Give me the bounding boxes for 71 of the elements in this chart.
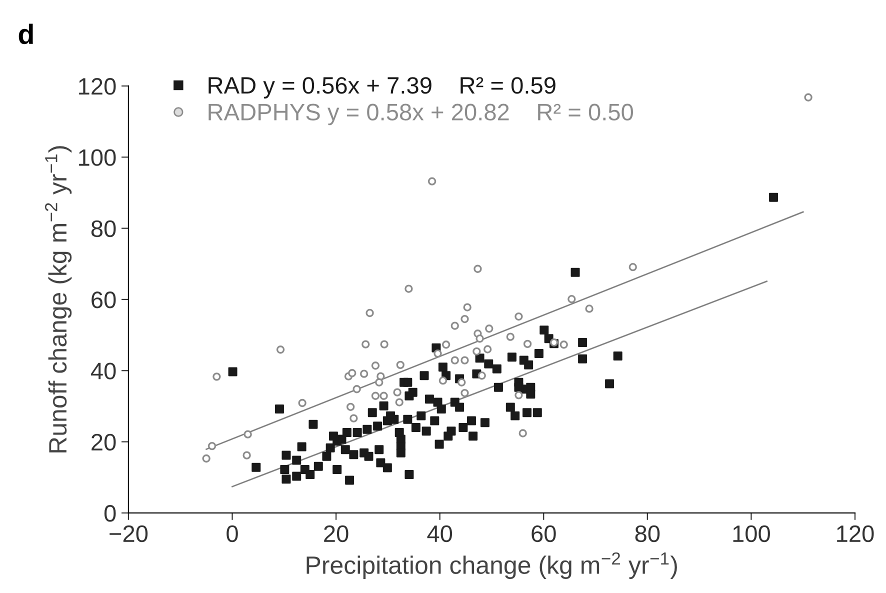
point bbox=[346, 402, 355, 412]
point bbox=[560, 340, 568, 349]
point bbox=[514, 312, 523, 321]
point bbox=[428, 177, 436, 186]
point bbox=[371, 362, 380, 370]
x-tick-label: 100 bbox=[733, 525, 770, 542]
point bbox=[568, 295, 576, 304]
point bbox=[404, 284, 413, 293]
point bbox=[376, 372, 385, 380]
x-tick-label: 0 bbox=[226, 525, 238, 542]
y-tick-label: 80 bbox=[91, 220, 116, 238]
point bbox=[514, 391, 523, 400]
y-tick-label: 40 bbox=[90, 362, 116, 380]
point bbox=[506, 332, 515, 341]
legend-label: RADPHYS y = 0.58x + 20.82 R² = 0.50 bbox=[208, 104, 634, 126]
chart-title: d bbox=[18, 24, 33, 44]
y-tick-label: 20 bbox=[92, 434, 116, 451]
point bbox=[371, 392, 380, 400]
point bbox=[804, 93, 812, 102]
point bbox=[474, 264, 482, 273]
y-tick-label: 60 bbox=[92, 292, 116, 308]
point bbox=[628, 262, 637, 272]
point bbox=[350, 414, 358, 422]
point bbox=[585, 304, 594, 313]
x-tick-label: 40 bbox=[427, 525, 452, 542]
point bbox=[348, 369, 356, 378]
point bbox=[362, 340, 370, 348]
x-tick-label: 20 bbox=[324, 525, 348, 542]
y-tick-label: 100 bbox=[79, 149, 116, 166]
point bbox=[380, 340, 388, 348]
point bbox=[352, 385, 361, 394]
point bbox=[212, 372, 221, 381]
x-tick-label: −20 bbox=[110, 525, 148, 542]
point bbox=[434, 349, 442, 358]
point bbox=[472, 347, 481, 356]
y-tick-label: 120 bbox=[79, 78, 116, 95]
point bbox=[298, 398, 306, 408]
point bbox=[360, 370, 368, 378]
legend-label: RAD y = 0.56x + 7.39 R² = 0.59 bbox=[208, 77, 556, 98]
point bbox=[460, 314, 469, 324]
point bbox=[458, 378, 466, 386]
point bbox=[202, 454, 210, 463]
point bbox=[450, 322, 459, 330]
point bbox=[485, 324, 494, 333]
point bbox=[463, 303, 472, 312]
point bbox=[450, 356, 459, 364]
point bbox=[460, 388, 469, 398]
point bbox=[478, 372, 486, 380]
point bbox=[276, 346, 285, 354]
point bbox=[483, 345, 492, 354]
point bbox=[523, 340, 532, 348]
point bbox=[208, 442, 216, 450]
point bbox=[244, 430, 252, 438]
point bbox=[518, 429, 527, 438]
x-tick-label: 120 bbox=[837, 525, 874, 542]
point bbox=[395, 398, 404, 406]
x-tick-label: 80 bbox=[635, 525, 660, 542]
point bbox=[476, 334, 484, 343]
point bbox=[242, 451, 251, 460]
point bbox=[396, 360, 404, 370]
point bbox=[393, 388, 402, 396]
y-axis-title: Runoff change (kg m$^{−2}$ yr$^{−1}$) bbox=[44, 146, 72, 452]
point bbox=[460, 356, 469, 364]
point bbox=[375, 378, 384, 386]
point bbox=[380, 392, 388, 400]
point bbox=[366, 308, 374, 318]
y-tick-label: 0 bbox=[104, 505, 116, 522]
point bbox=[442, 340, 450, 349]
x-tick-label: 60 bbox=[532, 525, 556, 542]
x-axis-title: Precipitation change (kg m$^{−2}$ yr$^{−1}$) bbox=[306, 552, 677, 579]
point bbox=[438, 376, 448, 385]
